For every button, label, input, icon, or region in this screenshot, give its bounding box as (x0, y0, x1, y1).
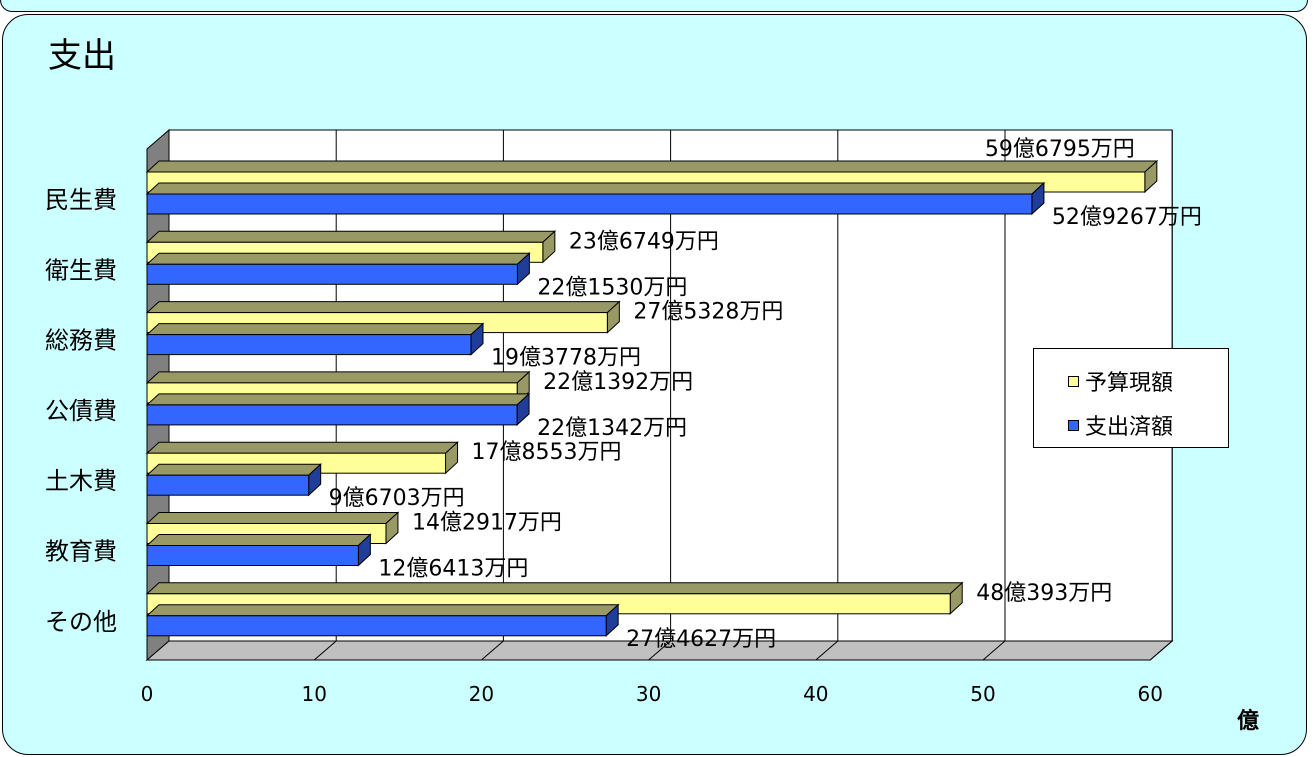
bar-top-face (145, 534, 372, 546)
bar-spent (146, 263, 518, 285)
legend-item-spent: 支出済額 (1068, 409, 1173, 441)
category-label: 土木費 (45, 467, 117, 495)
category-label: 総務費 (45, 327, 117, 355)
axis-unit-label: 億 (1237, 709, 1260, 734)
data-label-budget: 22億1392万円 (543, 370, 693, 395)
x-tick-label: 50 (970, 682, 995, 706)
data-label-spent: 9億6703万円 (329, 486, 465, 511)
x-tick-label: 40 (803, 682, 828, 706)
bar-top-face (145, 182, 1046, 195)
data-label-spent: 19億3778万円 (491, 346, 641, 371)
floor-gridline (815, 640, 839, 661)
data-label-spent: 27億4627万円 (626, 627, 776, 652)
bar-spent (146, 474, 310, 496)
bar-spent (146, 615, 607, 637)
bar-top-face (145, 512, 400, 524)
data-label-budget: 17億8553万円 (472, 440, 622, 465)
x-tick-label: 10 (301, 682, 326, 706)
legend-label-budget: 予算現額 (1085, 371, 1174, 396)
bar-top-face (145, 323, 485, 336)
legend-swatch-spent (1068, 419, 1079, 431)
category-label: 民生費 (45, 186, 117, 214)
floor-gridline (982, 640, 1006, 661)
category-label: 衛生費 (45, 256, 117, 284)
bar-top-face (145, 301, 621, 314)
category-label: 公債費 (45, 397, 117, 425)
chart-title: 支出 (48, 36, 116, 76)
x-tick-label: 30 (636, 682, 661, 706)
legend-swatch-budget (1068, 375, 1079, 387)
bar-top-face (145, 463, 322, 476)
data-label-spent: 22億1342万円 (537, 416, 687, 441)
data-label-budget: 23億6749万円 (569, 229, 719, 254)
data-label-budget: 27億5328万円 (633, 300, 783, 325)
data-label-spent: 52億9267万円 (1052, 205, 1202, 230)
bar-spent (146, 193, 1033, 215)
data-label-budget: 48億393万円 (976, 581, 1112, 606)
floor-gridline (313, 640, 337, 661)
legend-item-budget: 予算現額 (1068, 365, 1173, 397)
bar-top-face (145, 252, 531, 265)
bar-top-face (145, 371, 531, 384)
bar-top-face (145, 160, 1159, 173)
data-label-spent: 12億6413万円 (378, 557, 528, 582)
bar-top-face (145, 230, 557, 243)
bar-spent (146, 404, 518, 426)
data-label-spent: 22億1530万円 (537, 275, 687, 300)
bar-spent (146, 334, 472, 356)
category-label: その他 (45, 608, 117, 636)
floor-gridline (481, 640, 504, 661)
category-label: 教育費 (45, 538, 117, 566)
bar-top-face (145, 441, 459, 454)
x-tick-label: 60 (1137, 682, 1162, 706)
x-tick-label: 0 (141, 682, 154, 706)
legend-label-spent: 支出済額 (1085, 415, 1174, 440)
data-label-budget: 59億6795万円 (985, 137, 1135, 162)
data-label-budget: 14億2917万円 (412, 511, 562, 536)
floor-gridline (1149, 640, 1173, 661)
bar-top-face (145, 582, 964, 595)
bar-spent (146, 545, 359, 566)
bar-top-face (145, 604, 620, 617)
floor-gridline (648, 640, 671, 661)
bar-top-face (145, 393, 531, 406)
legend: 予算現額 支出済額 (1033, 348, 1229, 448)
x-tick-label: 20 (469, 682, 494, 706)
